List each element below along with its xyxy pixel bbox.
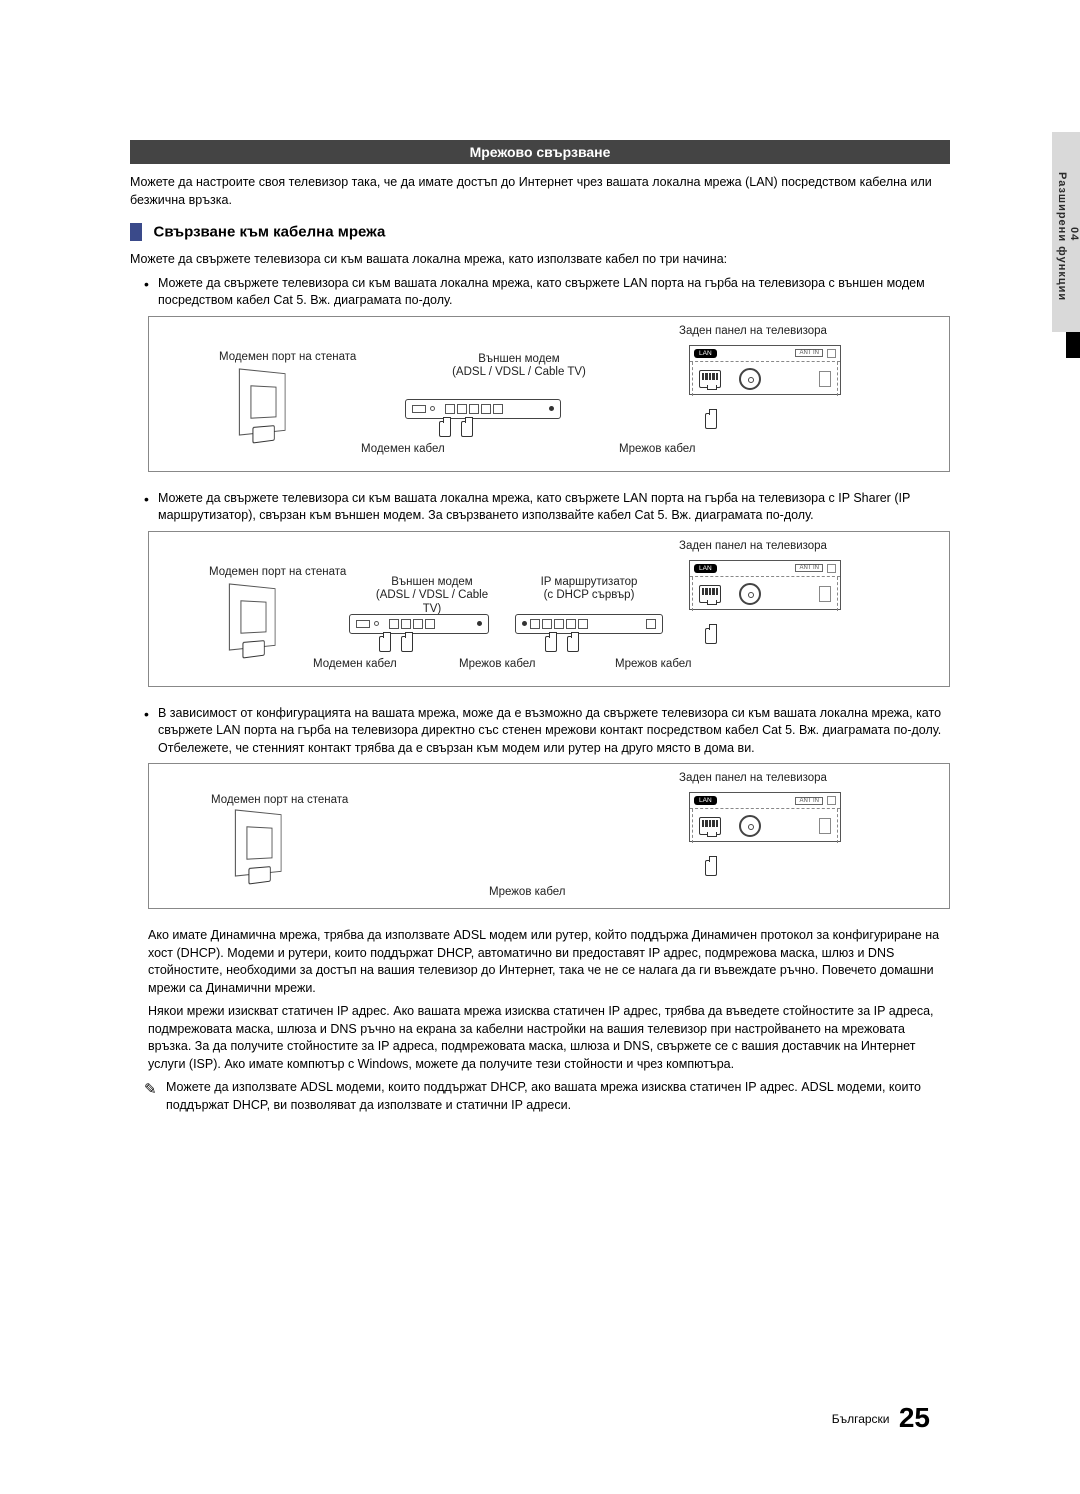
port-icon [819, 818, 831, 834]
port-icon [819, 371, 831, 387]
bullet-1-text: Можете да свържете телевизора си към ваш… [158, 275, 950, 310]
rj45-icon [699, 817, 721, 835]
plug-icon [461, 421, 473, 437]
bullet-2-text: Можете да свържете телевизора си към ваш… [158, 490, 950, 525]
lan-badge: LAN [694, 564, 717, 573]
paragraph-2: Някои мрежи изискват статичен IP адрес. … [148, 1003, 950, 1073]
d2-modem-cable-label: Модемен кабел [313, 658, 397, 672]
subheading: Свързване към кабелна мрежа [130, 223, 950, 241]
diagram-3: Заден панел на телевизора LAN ANT IN Мод… [148, 763, 950, 909]
side-marker [1066, 332, 1080, 358]
chapter-label: Разширени функции [1056, 172, 1068, 301]
footer-language: Български [832, 1412, 890, 1426]
plug-icon [705, 413, 717, 429]
d3-tv-label: Заден панел на телевизора [679, 772, 827, 786]
d1-lan-cable-label: Мрежов кабел [619, 443, 696, 457]
d1-tv-label: Заден панел на телевизора [679, 325, 827, 339]
lead-text: Можете да свържете телевизора си към ваш… [130, 251, 950, 269]
plug-icon [252, 425, 274, 443]
d3-wall-label: Модемен порт на стената [211, 794, 348, 808]
plug-icon [705, 860, 717, 876]
d1-modem-label: Външен модем(ADSL / VDSL / Cable TV) [449, 353, 589, 381]
bullet-2: Можете да свържете телевизора си към ваш… [144, 490, 950, 525]
plug-icon [248, 866, 270, 884]
page-footer: Български 25 [832, 1402, 930, 1434]
d2-router-label: IP маршрутизатор(с DHCP сървър) [529, 576, 649, 604]
d2-modem-plugs [379, 636, 413, 652]
lan-badge: LAN [694, 796, 717, 805]
bullet-icon [144, 490, 158, 525]
page-content: Мрежово свързване Можете да настроите св… [130, 140, 950, 1114]
d2-tv-label: Заден панел на телевизора [679, 540, 827, 554]
intro-text: Можете да настроите своя телевизор така,… [130, 174, 950, 209]
coax-icon [739, 368, 761, 390]
diagram-1: Заден панел на телевизора LAN ANT IN Мод… [148, 316, 950, 472]
plug-icon [439, 421, 451, 437]
plug-icon [379, 636, 391, 652]
d2-lan-cable-label-1: Мрежов кабел [459, 658, 536, 672]
lan-badge: LAN [694, 349, 717, 358]
coax-icon [739, 583, 761, 605]
footer-page-number: 25 [899, 1402, 930, 1433]
d2-router-plugs [545, 636, 579, 652]
ant-badge: ANT IN [795, 564, 823, 572]
note: ✎ Можете да използвате ADSL модеми, коит… [144, 1079, 950, 1114]
plug-icon [242, 640, 264, 658]
d1-wall-port [239, 368, 286, 435]
d2-wall-port [229, 583, 276, 650]
d1-modem-plugs [439, 421, 473, 437]
d2-tv-panel: LAN ANT IN [689, 560, 841, 610]
port-icon [827, 796, 836, 805]
ant-badge: ANT IN [795, 349, 823, 357]
chapter-side-tab: 04 Разширени функции [1052, 132, 1080, 332]
d1-wall-label: Модемен порт на стената [219, 351, 356, 365]
d2-tv-plug [705, 628, 717, 644]
section-title: Мрежово свързване [130, 140, 950, 164]
d3-wall-port [235, 809, 282, 876]
d2-wall-label: Модемен порт на стената [209, 566, 346, 580]
subheading-bar-icon [130, 223, 142, 241]
d2-lan-cable-label-2: Мрежов кабел [615, 658, 692, 672]
port-icon [827, 564, 836, 573]
d2-router [515, 614, 663, 634]
d3-tv-plug [705, 860, 717, 876]
d3-lan-cable-label: Мрежов кабел [489, 886, 566, 900]
bullet-icon [144, 705, 158, 758]
d2-modem-label: Външен модем(ADSL / VDSL / Cable TV) [367, 576, 497, 617]
d2-modem [349, 614, 489, 634]
port-icon [819, 586, 831, 602]
note-icon: ✎ [144, 1079, 166, 1114]
bullet-3-text: В зависимост от конфигурацията на вашата… [158, 705, 950, 758]
plug-icon [705, 628, 717, 644]
subheading-text: Свързване към кабелна мрежа [153, 224, 385, 241]
plug-icon [401, 636, 413, 652]
d3-tv-panel: LAN ANT IN [689, 792, 841, 842]
d1-modem [405, 399, 561, 419]
chapter-number: 04 [1068, 142, 1080, 326]
port-icon [827, 349, 836, 358]
d1-modem-cable-label: Модемен кабел [361, 443, 445, 457]
rj45-icon [699, 585, 721, 603]
paragraph-1: Ако имате Динамична мрежа, трябва да изп… [148, 927, 950, 997]
plug-icon [567, 636, 579, 652]
diagram-2: Заден панел на телевизора LAN ANT IN Мод… [148, 531, 950, 687]
d1-tv-panel: LAN ANT IN [689, 345, 841, 395]
ant-badge: ANT IN [795, 797, 823, 805]
bullet-1: Можете да свържете телевизора си към ваш… [144, 275, 950, 310]
rj45-icon [699, 370, 721, 388]
coax-icon [739, 815, 761, 837]
bullet-3: В зависимост от конфигурацията на вашата… [144, 705, 950, 758]
d1-tv-plug [705, 413, 717, 429]
note-text: Можете да използвате ADSL модеми, които … [166, 1079, 950, 1114]
plug-icon [545, 636, 557, 652]
bullet-icon [144, 275, 158, 310]
